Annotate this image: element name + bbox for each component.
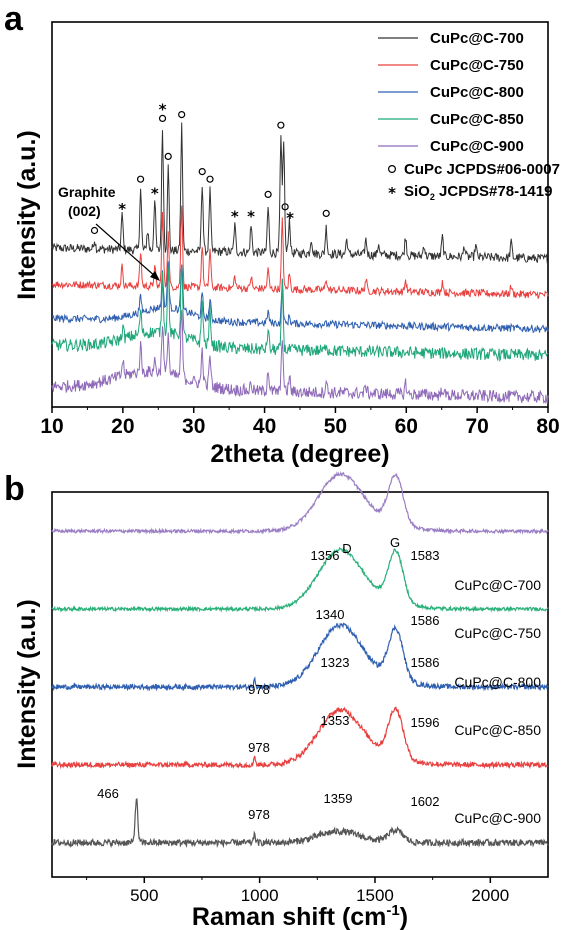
graphite-annotation-line2: (002) <box>68 203 101 219</box>
panel-a-xlabel: 2theta (degree) <box>210 440 389 468</box>
cupc-marker-10 <box>322 209 330 217</box>
panel-a-series-line-1 <box>51 122 549 264</box>
panel-a-legend: CuPc@C-700 CuPc@C-750 CuPc@C-800 CuPc@C-850… <box>378 30 560 202</box>
panel-b-peak-label-2-2: 1586 <box>411 613 440 628</box>
panel-b-chart: CuPc@C-700 CuPc@C-750 CuPc@C-800 CuPc@C-850… <box>51 470 549 905</box>
graphite-arrow-head <box>150 271 160 281</box>
panel-b-peak-label-5-3: 1359 <box>324 791 353 806</box>
panel-b-series-line-3 <box>51 622 549 692</box>
legend-sio2-symbol: * <box>388 184 396 202</box>
panel-a-markers-group: * * * * * * <box>90 100 330 235</box>
cupc-marker-4 <box>178 110 186 119</box>
sio2-marker-5: * <box>247 207 255 225</box>
panel-b-series-label-1: CuPc@C-700 <box>454 577 541 593</box>
panel-a-legend-label-3: CuPc@C-800 <box>430 84 524 101</box>
panel-b-peak-label-3-1: 978 <box>248 682 270 697</box>
graphite-annotation-arrow <box>95 223 157 278</box>
legend-sio2-reference: SiO2 JCPDS#78-1419 <box>404 183 552 202</box>
panel-a-series-group <box>51 122 549 405</box>
panel-b-series-line-4 <box>51 706 549 770</box>
cupc-marker-1 <box>90 226 99 235</box>
panel-a-legend-label-4: CuPc@C-850 <box>430 111 524 128</box>
panel-b-peak-label-4-3: 1596 <box>411 715 440 730</box>
panel-b-peak-label-5-4: 1602 <box>411 794 440 809</box>
cupc-marker-5 <box>198 168 206 176</box>
cupc-marker-8 <box>277 121 285 129</box>
panel-a-series-line-3 <box>51 261 549 333</box>
panel-b-xtick-label-0: 500 <box>130 886 158 905</box>
cupc-marker-9 <box>281 203 289 211</box>
panel-b-d-band-label: D <box>342 541 351 556</box>
panel-a-label: a <box>4 0 24 38</box>
panel-b-series-group <box>51 470 549 849</box>
panel-b-peak-label-5-2: 978 <box>248 807 270 822</box>
graphite-annotation-line1: Graphite <box>58 184 116 200</box>
panel-a-xtick-label-5: 60 <box>395 415 418 438</box>
panel-a-xtick-label-1: 20 <box>111 415 134 438</box>
panel-a-legend-label-2: CuPc@C-750 <box>430 57 524 74</box>
panel-b-frame <box>51 491 549 878</box>
panel-b-ylabel: Intensity (a.u.) <box>13 599 41 768</box>
cupc-marker-11 <box>158 114 167 123</box>
panel-b-peak-label-2-1: 1340 <box>316 607 345 622</box>
sio2-marker-3: * <box>159 100 167 118</box>
sio2-marker-6: * <box>286 209 294 227</box>
cupc-marker-3 <box>164 152 172 160</box>
sio2-marker-1: * <box>118 200 126 218</box>
panel-b-peak-label-1-2: 1583 <box>411 548 440 563</box>
panel-a-legend-label-1: CuPc@C-700 <box>430 30 524 47</box>
panel-a-xtick-label-0: 10 <box>40 415 63 438</box>
panel-b-peak-label-4-1: 978 <box>248 740 270 755</box>
panel-b-labels-group: CuPc@C-700 CuPc@C-750 CuPc@C-800 CuPc@C-850… <box>97 535 541 826</box>
panel-a-series-line-4 <box>51 265 549 363</box>
cupc-marker-7 <box>264 190 272 198</box>
panel-b-series-line-1 <box>51 470 549 535</box>
panel-b-g-band-label: G <box>390 535 400 550</box>
panel-b-series-label-4: CuPc@C-850 <box>454 722 541 738</box>
panel-b-peak-label-5-1: 466 <box>97 786 119 801</box>
panel-b-series-label-5: CuPc@C-900 <box>454 810 541 826</box>
legend-cupc-symbol <box>388 165 397 174</box>
panel-b-xtick-label-1: 1000 <box>241 886 279 905</box>
panel-b-series-line-5 <box>51 798 549 849</box>
panel-b-xlabel-main: Raman shift (cm <box>192 903 386 930</box>
panel-a-chart: **** * * 10 20 30 40 50 60 70 80 CuPc@C-700CuPc@C… <box>40 21 560 438</box>
panel-b-peak-label-1-1: 1356 <box>311 548 340 563</box>
panel-b-xtick-label-3: 2000 <box>471 886 509 905</box>
panel-b-peak-label-4-2: 1353 <box>321 713 350 728</box>
panel-a-x-ticks: 10 20 30 40 50 60 70 80 <box>40 407 560 438</box>
panel-b-peak-label-3-3: 1586 <box>411 655 440 670</box>
panel-b-xlabel: Raman shift (cm-1) <box>192 902 408 930</box>
panel-b-peak-label-3-2: 1323 <box>321 655 350 670</box>
panel-b-x-ticks: 500 1000 1500 2000 <box>86 877 509 905</box>
panel-b-label: b <box>4 470 25 508</box>
panel-a-series-line-2 <box>51 205 549 300</box>
panel-a-legend-label-5: CuPc@C-900 <box>430 138 524 155</box>
panel-a-xtick-label-6: 70 <box>465 415 488 438</box>
panel-a-ylabel: Intensity (a.u.) <box>13 130 41 299</box>
panel-a-xtick-label-3: 40 <box>253 415 276 438</box>
cupc-marker-6 <box>206 175 214 183</box>
panel-a-series-line-5 <box>51 309 549 405</box>
legend-cupc-reference: CuPc JCPDS#06-0007 <box>404 161 560 178</box>
panel-b-series-label-3: CuPc@C-800 <box>454 674 541 690</box>
sio2-marker-2: * <box>151 185 159 203</box>
sio2-marker-4: * <box>231 207 239 225</box>
panel-b-xlabel-sup: -1 <box>386 902 399 919</box>
panel-b-xtick-label-2: 1500 <box>356 886 394 905</box>
panel-b-series-line-2 <box>51 546 549 613</box>
panel-a-xtick-label-7: 80 <box>536 415 559 438</box>
panel-a-xtick-label-2: 30 <box>182 415 205 438</box>
cupc-marker-2 <box>136 175 145 183</box>
panel-b-series-label-2: CuPc@C-750 <box>454 625 541 641</box>
panel-a-xtick-label-4: 50 <box>324 415 347 438</box>
panel-b-xlabel-end: ) <box>400 903 408 930</box>
